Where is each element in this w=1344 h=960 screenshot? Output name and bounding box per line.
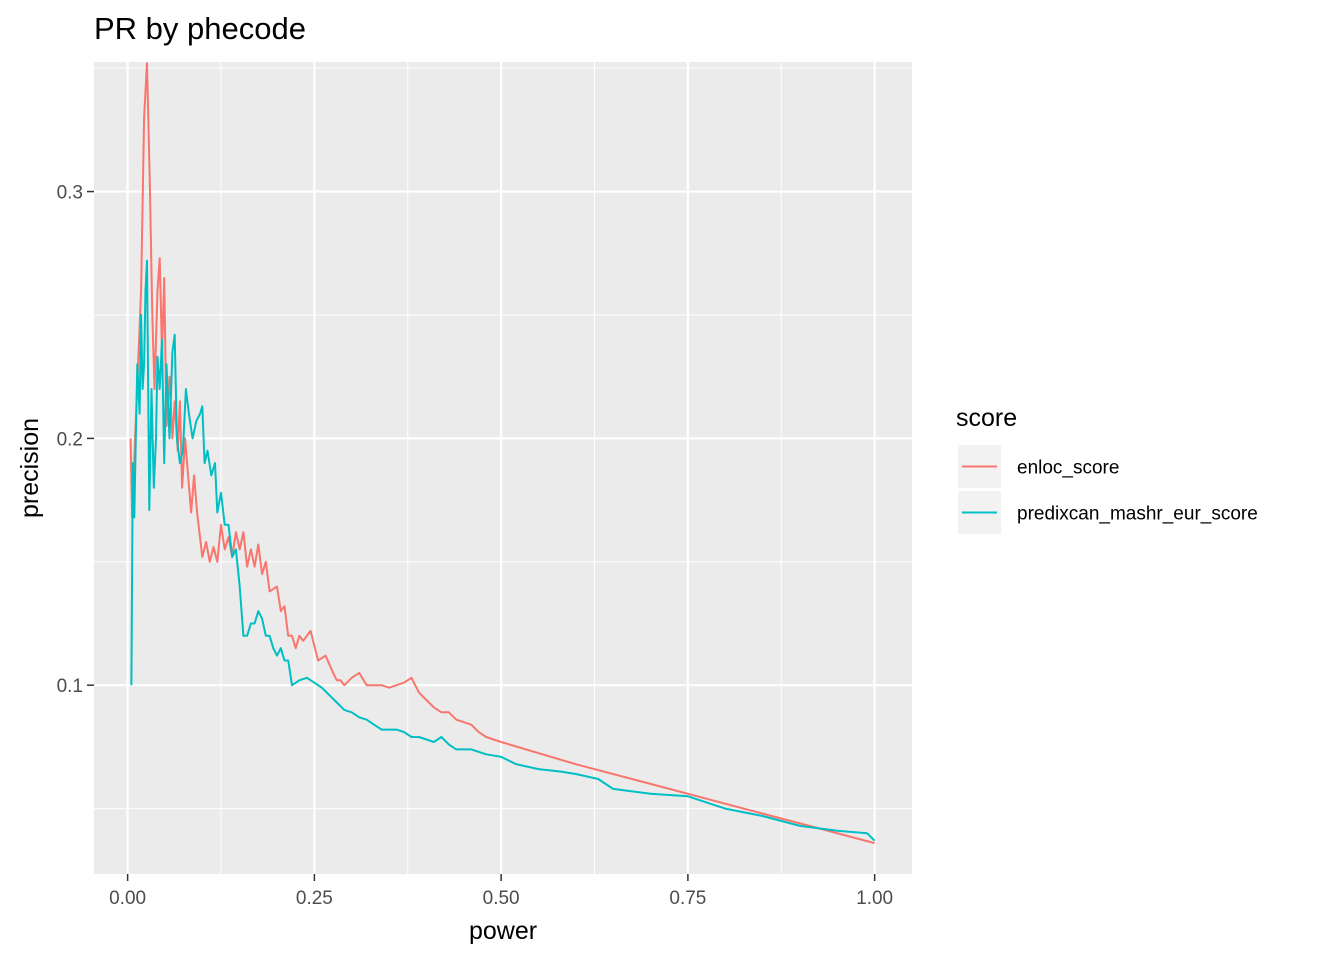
grid-minor [94,62,912,874]
y-tick-label-0: 0.1 [57,676,83,697]
y-axis: 0.1 0.2 0.3 [57,183,94,697]
legend-label-0: enloc_score [1017,458,1119,479]
y-axis-title: precision [16,418,44,518]
plot-panel [94,62,912,874]
x-tick-label-1: 0.25 [296,888,333,909]
legend-title: score [956,404,1017,432]
series-layer [129,62,876,845]
chart-title: PR by phecode [94,11,306,46]
grid-major [94,62,912,874]
y-tick-label-2: 0.3 [57,183,83,204]
series-line-predixcan_mashr_eur_score [130,259,876,842]
x-tick-label-0: 0.00 [109,888,146,909]
legend: score enloc_score predixcan_mashr_eur_sco… [956,404,1258,534]
y-tick-label-1: 0.2 [57,429,83,450]
x-tick-label-3: 0.75 [669,888,706,909]
x-axis: 0.00 0.25 0.50 0.75 1.00 [109,874,893,909]
x-tick-label-4: 1.00 [856,888,893,909]
x-axis-title: power [469,917,537,945]
series-line-enloc_score [129,62,875,845]
x-tick-label-2: 0.50 [483,888,520,909]
legend-label-1: predixcan_mashr_eur_score [1017,504,1258,525]
